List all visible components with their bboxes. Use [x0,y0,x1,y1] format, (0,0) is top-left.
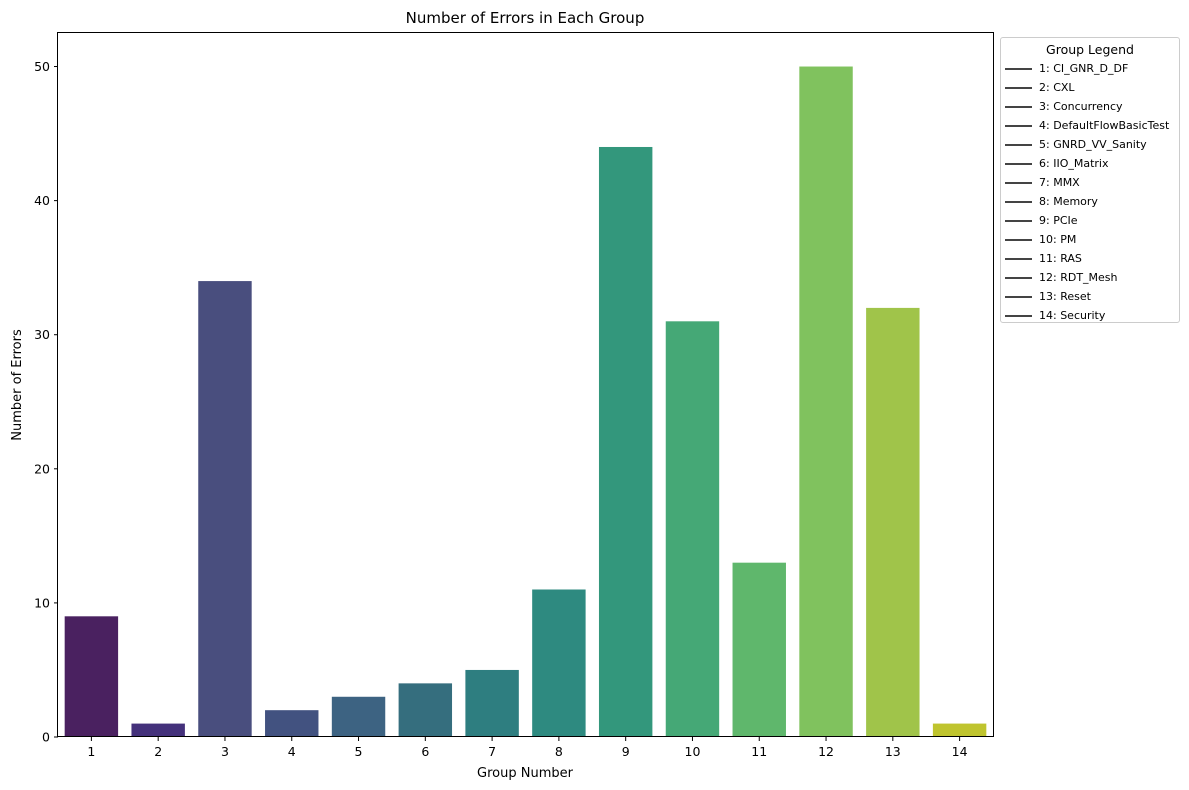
x-tick-label: 8 [555,744,563,759]
legend-item: 11: RAS [1001,249,1179,268]
x-tick-label: 14 [952,744,968,759]
legend-item: 10: PM [1001,230,1179,249]
y-tick-label: 30 [34,327,50,342]
y-tick-label: 20 [34,461,50,476]
legend-line-marker [1005,181,1032,184]
legend-item-label: 4: DefaultFlowBasicTest [1039,119,1170,132]
bar-14 [932,723,987,737]
x-tick-label: 2 [154,744,162,759]
legend-line-marker [1005,162,1032,165]
legend-item: 9: PCIe [1001,211,1179,230]
chart-title: Number of Errors in Each Group [406,9,645,27]
legend-item: 4: DefaultFlowBasicTest [1001,116,1179,135]
bar-9 [598,146,653,737]
legend-item: 14: Security [1001,306,1179,325]
legend-item: 3: Concurrency [1001,97,1179,116]
legend-line-marker [1005,238,1032,241]
legend-item-label: 3: Concurrency [1039,100,1123,113]
x-tick-label: 9 [622,744,630,759]
x-tick-label: 4 [288,744,296,759]
legend-item: 2: CXL [1001,78,1179,97]
legend-item: 1: CI_GNR_D_DF [1001,59,1179,78]
legend-item-label: 1: CI_GNR_D_DF [1039,62,1129,75]
x-tick-label: 1 [87,744,95,759]
legend-item: 12: RDT_Mesh [1001,268,1179,287]
x-ticks: 1 2 3 4 5 6 7 8 9 10 11 12 13 14 [87,737,968,759]
plot-frame [57,32,994,737]
bar-11 [732,562,786,737]
x-axis-label: Group Number [477,766,574,781]
legend-line-marker [1005,276,1032,279]
bar-2 [131,723,185,737]
y-tick-label: 50 [34,59,50,74]
legend-line-marker [1005,67,1032,70]
y-axis-label: Number of Errors [10,329,25,441]
legend-line-marker [1005,257,1032,260]
bar-5 [331,696,386,737]
y-tick-label: 40 [34,193,50,208]
bar-6 [398,683,453,737]
bar-13 [866,307,920,737]
legend-item-label: 13: Reset [1039,290,1091,303]
legend-line-marker [1005,143,1032,146]
legend-item-label: 6: IIO_Matrix [1039,157,1109,170]
legend-line-marker [1005,219,1032,222]
bar-1 [64,616,119,737]
legend-item: 5: GNRD_VV_Sanity [1001,135,1179,154]
legend-line-marker [1005,105,1032,108]
legend-item-label: 9: PCIe [1039,214,1078,227]
x-tick-label: 6 [421,744,429,759]
x-tick-label: 10 [685,744,701,759]
y-ticks: 0 10 20 30 40 50 [34,59,58,745]
legend-line-marker [1005,124,1032,127]
x-tick-label: 3 [221,744,229,759]
y-tick-label: 0 [42,730,50,745]
legend-line-marker [1005,200,1032,203]
legend-item-label: 7: MMX [1039,176,1080,189]
legend-item-label: 11: RAS [1039,252,1082,265]
bar-4 [265,710,319,737]
bars-layer [64,66,987,738]
bar-8 [532,589,586,737]
legend-item-label: 8: Memory [1039,195,1098,208]
legend-item-label: 2: CXL [1039,81,1075,94]
bar-3 [198,281,252,737]
legend-items: 1: CI_GNR_D_DF 2: CXL 3: Concurrency 4: Def… [1001,59,1179,325]
x-tick-label: 5 [355,744,363,759]
legend-item-label: 12: RDT_Mesh [1039,271,1118,284]
legend-line-marker [1005,295,1032,298]
legend-item: 6: IIO_Matrix [1001,154,1179,173]
legend-item-label: 5: GNRD_VV_Sanity [1039,138,1147,151]
legend-item-label: 10: PM [1039,233,1077,246]
bar-12 [799,66,853,738]
y-tick-label: 10 [34,595,50,610]
legend-item: 13: Reset [1001,287,1179,306]
legend-title: Group Legend [1046,42,1134,57]
legend-item-label: 14: Security [1039,309,1106,322]
bar-7 [465,669,519,737]
legend-item: 8: Memory [1001,192,1179,211]
legend-line-marker [1005,314,1032,317]
legend-line-marker [1005,86,1032,89]
legend: Group Legend 1: CI_GNR_D_DF 2: CXL 3: Conc… [1000,37,1180,323]
x-tick-label: 11 [751,744,767,759]
legend-item: 7: MMX [1001,173,1179,192]
x-tick-label: 13 [885,744,901,759]
x-tick-label: 12 [818,744,834,759]
bar-10 [665,321,720,737]
x-tick-label: 7 [488,744,496,759]
